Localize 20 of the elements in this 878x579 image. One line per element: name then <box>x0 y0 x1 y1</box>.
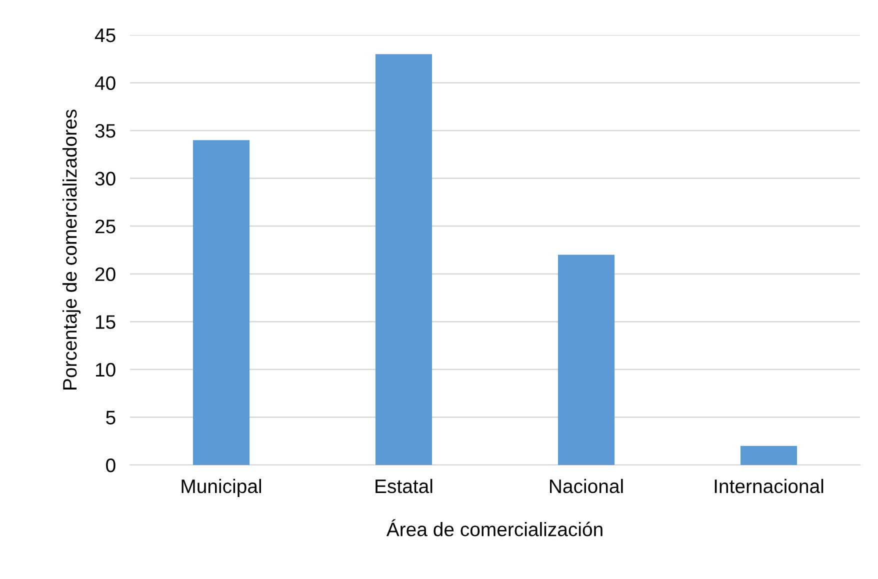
y-tick-label: 0 <box>106 458 116 472</box>
y-tick-label: 45 <box>94 28 116 42</box>
bar <box>192 140 250 465</box>
x-tick-label: Estatal <box>376 478 432 494</box>
bar <box>558 254 615 465</box>
x-axis-title: Área de comercialización <box>386 519 602 536</box>
y-axis-title: Porcentaje de comercializadores <box>62 110 81 390</box>
y-tick-label: 30 <box>95 172 116 186</box>
x-tick-label: Nacional <box>550 478 623 494</box>
y-tick-label: 5 <box>106 410 116 424</box>
y-tick-label: 15 <box>96 315 116 329</box>
y-tick-label: 40 <box>94 76 116 90</box>
bar <box>375 54 432 465</box>
x-tick-label: Internacional <box>714 478 824 494</box>
x-tick-label: Municipal <box>182 478 262 498</box>
y-tick-label: 20 <box>95 267 116 282</box>
bar <box>740 446 798 465</box>
y-tick-label: 10 <box>96 362 116 377</box>
y-tick-label: 35 <box>95 124 116 138</box>
y-tick-label: 25 <box>95 220 116 234</box>
